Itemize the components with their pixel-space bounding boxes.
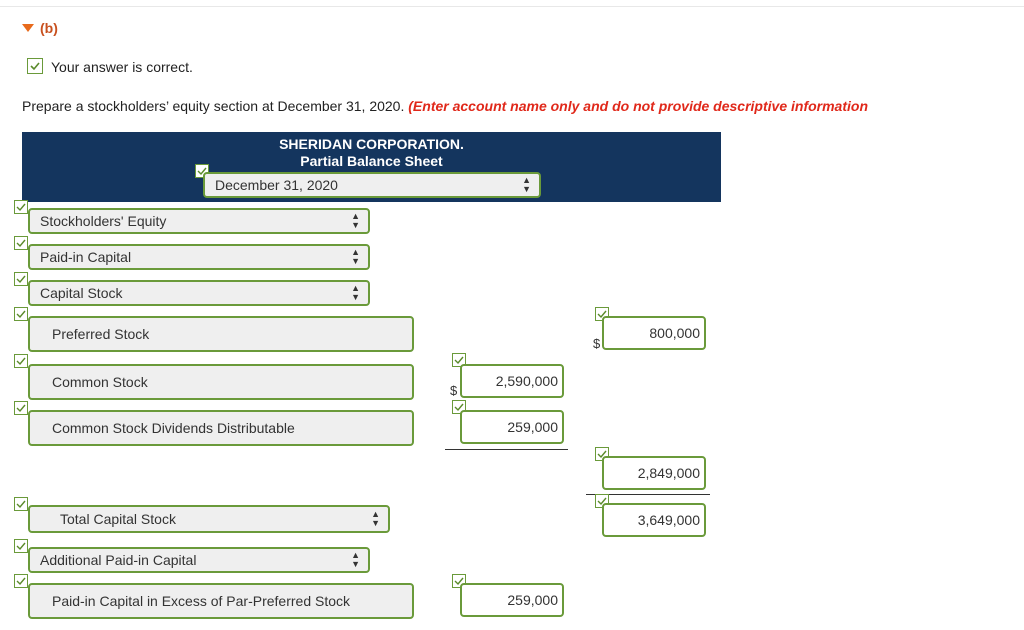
input-value: Common Stock [52,374,148,390]
question-prompt: Prepare a stockholders’ equity section a… [22,98,868,114]
capital-stock-select[interactable]: Capital Stock ▲ ▼ [28,280,370,306]
amount-value: 2,849,000 [637,465,700,481]
total-capital-stock-select[interactable]: Total Capital Stock ▲ ▼ [28,505,390,533]
common-stock-dividends-amount-input[interactable]: 259,000 [460,410,564,444]
input-value: Preferred Stock [52,326,150,342]
common-stock-input[interactable]: Common Stock [28,364,414,400]
select-value: Total Capital Stock [60,511,176,527]
correct-check-icon [452,353,466,367]
preferred-stock-amount-input[interactable]: 800,000 [602,316,706,350]
amount-value: 800,000 [649,325,700,341]
status-message: Your answer is correct. [51,59,193,75]
dollar-sign: $ [593,336,601,351]
part-toggle[interactable]: (b) [22,20,58,36]
total-capital-stock-amount-input[interactable]: 3,649,000 [602,503,706,537]
prompt-text: Prepare a stockholders’ equity section a… [22,98,405,114]
correct-check-icon [14,497,28,511]
amount-value: 259,000 [507,419,558,435]
common-stock-amount-input[interactable]: 2,590,000 [460,364,564,398]
input-value: Paid-in Capital in Excess of Par-Preferr… [52,593,351,609]
select-value: Capital Stock [40,285,123,301]
select-value: Paid-in Capital [40,249,132,265]
select-arrows-icon: ▲ ▼ [522,175,531,194]
date-select[interactable]: December 31, 2020 ▲ ▼ [203,172,541,198]
amount-value: 2,590,000 [495,373,558,389]
collapse-triangle-icon [22,24,34,32]
amount-value: 259,000 [507,592,558,608]
preferred-stock-input[interactable]: Preferred Stock [28,316,414,352]
statement-title: Partial Balance Sheet [300,153,443,169]
prompt-instruction: (Enter account name only and do not prov… [408,98,868,114]
correct-check-icon [14,574,28,588]
stockholders-equity-select[interactable]: Stockholders' Equity ▲ ▼ [28,208,370,234]
dollar-sign: $ [450,383,458,398]
correct-check-icon [14,236,28,250]
date-select-value: December 31, 2020 [215,177,338,193]
paid-in-capital-select[interactable]: Paid-in Capital ▲ ▼ [28,244,370,270]
correct-check-icon [14,200,28,214]
select-value: Stockholders' Equity [40,213,167,229]
select-arrows-icon: ▲ ▼ [371,509,380,528]
common-stock-dividends-input[interactable]: Common Stock Dividends Distributable [28,410,414,446]
input-value: Common Stock Dividends Distributable [52,420,295,436]
correct-check-icon [14,307,28,321]
correct-check-icon [27,58,43,74]
select-arrows-icon: ▲ ▼ [351,247,360,266]
correct-check-icon [14,539,28,553]
select-arrows-icon: ▲ ▼ [351,211,360,230]
correct-check-icon [14,354,28,368]
subtotal-rule [445,449,568,450]
subtotal-rule [586,494,710,495]
top-divider [0,6,1024,7]
company-name: SHERIDAN CORPORATION. [279,136,464,152]
amount-value: 3,649,000 [637,512,700,528]
select-value: Additional Paid-in Capital [40,552,197,568]
paid-in-excess-preferred-input[interactable]: Paid-in Capital in Excess of Par-Preferr… [28,583,414,619]
select-arrows-icon: ▲ ▼ [351,550,360,569]
correct-check-icon [14,401,28,415]
common-subtotal-amount-input[interactable]: 2,849,000 [602,456,706,490]
correct-check-icon [14,272,28,286]
part-label: (b) [40,20,58,36]
paid-in-excess-preferred-amount-input[interactable]: 259,000 [460,583,564,617]
additional-paid-in-capital-select[interactable]: Additional Paid-in Capital ▲ ▼ [28,547,370,573]
select-arrows-icon: ▲ ▼ [351,283,360,302]
